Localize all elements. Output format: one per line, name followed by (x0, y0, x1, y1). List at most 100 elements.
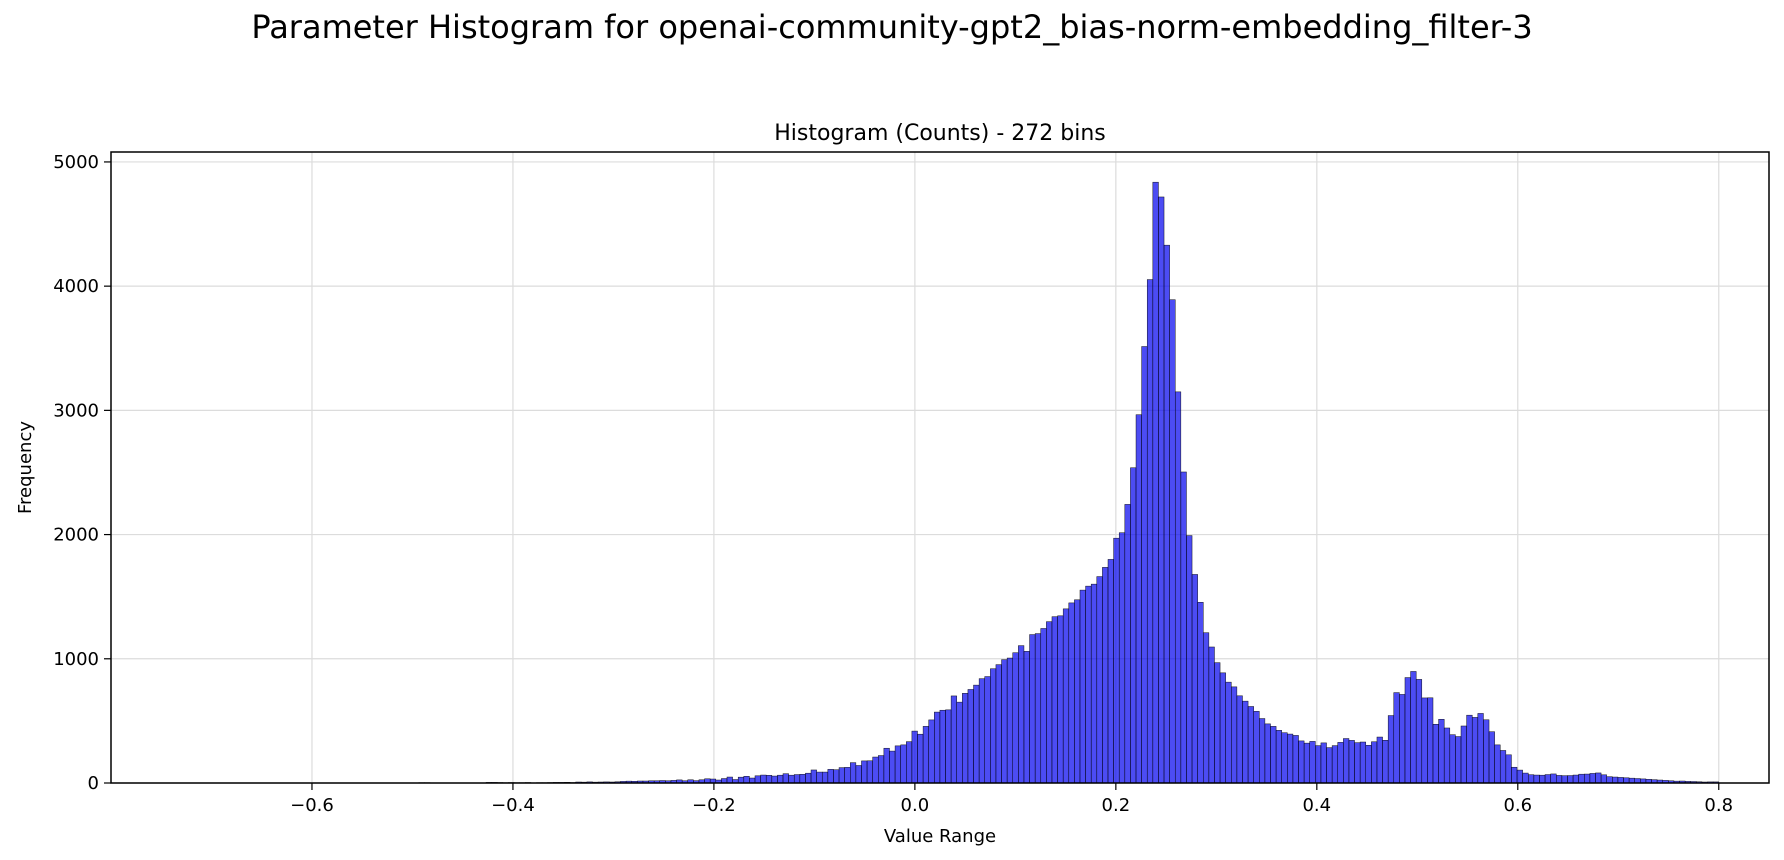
histogram-bar (1337, 742, 1344, 784)
histogram-bar (1203, 632, 1210, 784)
histogram-bar (833, 769, 840, 784)
histogram-bar (1141, 346, 1148, 784)
histogram-bar (1315, 745, 1322, 784)
histogram-bar (1012, 652, 1019, 784)
histogram-bar (1090, 583, 1098, 784)
histogram-bar (1051, 616, 1058, 784)
histogram-bar (1287, 733, 1294, 784)
histogram-bar (962, 693, 969, 784)
histogram-bar (1488, 731, 1495, 784)
axes-title: Histogram (Counts) - 272 bins (774, 121, 1105, 146)
histogram-bar (922, 726, 929, 784)
histogram-bar (1343, 738, 1350, 784)
histogram-bar (1589, 773, 1596, 784)
plot-frame (110, 151, 1770, 784)
histogram-bar (1550, 773, 1557, 784)
histogram-bar (990, 668, 997, 784)
histogram-bar (1527, 774, 1535, 784)
histogram-bar (1399, 694, 1406, 784)
histogram-bar (911, 730, 918, 784)
histogram-bar (1387, 715, 1395, 784)
x-tick-label: −0.4 (491, 795, 535, 816)
histogram-bar (1180, 471, 1187, 784)
histogram-bar (1102, 567, 1109, 784)
histogram-bar (945, 709, 952, 784)
histogram-bar (838, 767, 845, 784)
histogram-bar (827, 769, 834, 784)
histogram-bar (1034, 633, 1042, 784)
histogram-bar (1068, 602, 1075, 784)
histogram-bar (1225, 681, 1232, 784)
histogram-bar (967, 689, 974, 784)
histogram-bar (1057, 615, 1064, 784)
histogram-bar (782, 773, 789, 784)
x-tick-label: −0.6 (290, 795, 334, 816)
histogram-bar (1135, 414, 1142, 784)
histogram-bar (1275, 730, 1282, 784)
histogram-bar (1410, 671, 1417, 784)
histogram-bar (1572, 774, 1579, 784)
histogram-bar (810, 769, 817, 784)
histogram-bar (1169, 299, 1176, 784)
histogram-bar (1124, 504, 1131, 784)
histogram-bar (1483, 719, 1490, 784)
histogram-bar (737, 776, 745, 784)
histogram-bar (1113, 537, 1120, 784)
histogram-bar (1331, 745, 1338, 784)
histogram-bar (894, 745, 901, 784)
histogram-bar (1259, 718, 1266, 784)
histogram-bar (939, 709, 946, 784)
histogram-bar (1174, 391, 1182, 784)
histogram-bar (1623, 777, 1630, 784)
histogram-bar (1107, 559, 1114, 784)
histogram-bar (1163, 244, 1170, 784)
histogram-bar (1449, 734, 1456, 784)
histogram-bar (1516, 769, 1523, 784)
histogram-bar (1309, 741, 1316, 784)
x-tick-label: 0.6 (1503, 795, 1532, 816)
histogram-bar (1292, 735, 1299, 784)
histogram-bar (1208, 646, 1215, 784)
histogram-bar (1421, 697, 1428, 784)
histogram-bar (844, 767, 851, 784)
histogram-bar (1600, 774, 1607, 784)
x-axis-label: Value Range (884, 826, 996, 847)
x-tick-label: −0.2 (692, 795, 736, 816)
y-tick-label: 5000 (53, 152, 99, 173)
histogram-bar (928, 719, 935, 784)
grid-lines (111, 152, 1769, 784)
histogram-bar (771, 775, 778, 784)
histogram-bar (760, 774, 767, 784)
histogram-bar (1197, 602, 1204, 784)
histogram-bar (1612, 776, 1619, 784)
histogram-bar (1326, 747, 1333, 784)
histogram-bar (1191, 574, 1198, 784)
x-tick-label: 0.4 (1302, 795, 1331, 816)
histogram-bar (1186, 535, 1193, 784)
x-tick-label: 0.8 (1704, 795, 1733, 816)
y-tick-label: 3000 (53, 400, 99, 421)
histogram-bar (1365, 744, 1372, 784)
histogram-bar (1236, 695, 1243, 784)
histogram-bar (1158, 196, 1165, 784)
histogram-bar (917, 733, 924, 784)
histogram-bars (211, 181, 1720, 784)
histogram-bar (1415, 679, 1423, 784)
histogram-bar (1018, 645, 1025, 784)
histogram-bar (1494, 744, 1501, 784)
histogram-bar (1606, 776, 1613, 784)
histogram-bar (726, 776, 733, 784)
histogram-bar (956, 701, 963, 784)
histogram-bar (1264, 723, 1271, 784)
histogram-bar (1001, 659, 1008, 784)
histogram-bar (866, 760, 873, 784)
histogram-bar (995, 664, 1002, 784)
histogram-bar (1079, 589, 1086, 784)
histogram-bar (1118, 532, 1126, 784)
histogram-bar (1354, 742, 1361, 784)
histogram-bar (754, 775, 761, 784)
histogram-bar (1561, 775, 1568, 784)
histogram-bar (821, 771, 829, 784)
histogram-bar (973, 684, 980, 784)
